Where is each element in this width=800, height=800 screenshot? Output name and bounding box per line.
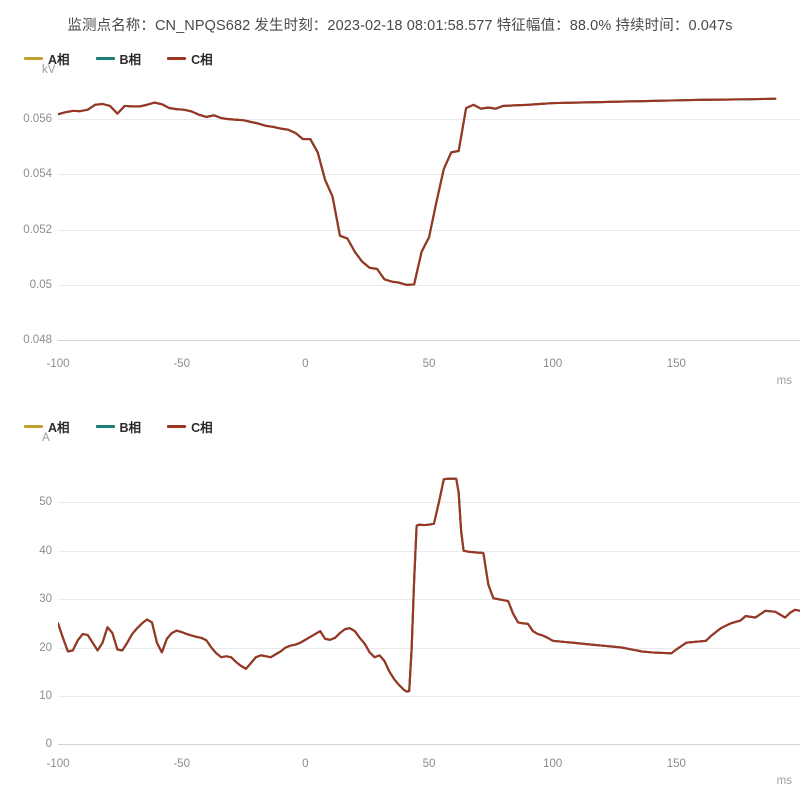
- voltage-y-unit: kV: [42, 64, 56, 76]
- legend-item-phase-a[interactable]: A相: [24, 49, 70, 68]
- voltage-legend: A相 B相 C相: [24, 49, 213, 68]
- legend-label-phase-b: B相: [119, 52, 142, 67]
- legend-label-phase-c-current: C相: [191, 420, 213, 435]
- voltage-x-unit: ms: [776, 375, 792, 387]
- current-svg: [58, 477, 800, 745]
- legend-item-phase-c-current[interactable]: C相: [167, 417, 213, 436]
- series-line-B相: [58, 97, 777, 286]
- y-axis-tick-label: 0.05: [29, 278, 52, 291]
- x-axis-tick-label: -50: [173, 758, 190, 770]
- x-axis-tick-label: 0: [302, 358, 309, 370]
- y-axis-tick-label: 0.052: [23, 223, 52, 236]
- legend-item-phase-b[interactable]: B相: [95, 49, 142, 68]
- legend-item-phase-c[interactable]: C相: [167, 49, 213, 68]
- x-axis-tick-label: 0: [302, 758, 309, 770]
- voltage-svg: [58, 97, 800, 341]
- page-title: 监测点名称：CN_NPQS682 发生时刻：2023-02-18 08:01:5…: [67, 18, 733, 34]
- y-axis-tick-label: 40: [39, 544, 52, 557]
- y-axis-tick-label: 20: [39, 641, 52, 654]
- legend-label-phase-b-current: B相: [119, 420, 142, 435]
- y-axis-tick-label: 0.056: [23, 113, 52, 126]
- y-axis-tick-label: 10: [39, 689, 52, 702]
- series-line-A相: [58, 97, 777, 286]
- x-axis-tick-label: 100: [543, 358, 563, 370]
- legend-item-phase-b-current[interactable]: B相: [95, 417, 142, 436]
- phase-b-color-swatch-icon: [95, 56, 115, 60]
- current-plot-area[interactable]: [58, 454, 800, 754]
- current-y-unit: A: [42, 432, 50, 444]
- y-axis-tick-label: 30: [39, 593, 52, 606]
- series-line-B相: [58, 477, 800, 693]
- series-line-A相: [58, 477, 800, 693]
- legend-label-phase-a-current: A相: [48, 420, 70, 435]
- voltage-chart-panel: A相 B相 C相 kV ms 0.048 0.05 0.052 0.054 0.056 …: [0, 50, 800, 400]
- legend-label-phase-a: A相: [48, 52, 70, 67]
- series-line-C相: [58, 97, 777, 286]
- x-axis-tick-label: 150: [666, 758, 686, 770]
- phase-a-color-swatch-icon: [24, 424, 43, 428]
- phase-c-color-swatch-icon: [167, 56, 187, 60]
- current-chart-panel: A相 B相 C相 A ms 0 10 20 30 40 50 -100 -50 0 50 100 1…: [0, 418, 800, 800]
- y-axis-tick-label: 0.048: [23, 334, 52, 347]
- x-axis-tick-label: -50: [173, 358, 190, 370]
- phase-a-color-swatch-icon: [24, 56, 43, 60]
- y-axis-tick-label: 50: [39, 496, 52, 509]
- x-axis-tick-label: 100: [543, 758, 563, 770]
- legend-label-phase-c: C相: [191, 52, 213, 67]
- y-axis-tick-label: 0.054: [23, 168, 52, 181]
- voltage-plot-area[interactable]: [58, 86, 800, 354]
- phase-c-color-swatch-icon: [167, 424, 187, 428]
- x-axis-tick-label: 50: [422, 358, 436, 370]
- x-axis-tick-label: -100: [46, 758, 70, 770]
- series-line-C相: [58, 477, 800, 693]
- x-axis-tick-label: 50: [422, 758, 436, 770]
- current-x-unit: ms: [776, 775, 792, 787]
- legend-item-phase-a-current[interactable]: A相: [24, 417, 70, 436]
- phase-b-color-swatch-icon: [95, 424, 115, 428]
- y-axis-tick-label: 0: [45, 738, 52, 751]
- x-axis-tick-label: -100: [46, 358, 70, 370]
- x-axis-tick-label: 150: [666, 358, 686, 370]
- current-legend: A相 B相 C相: [24, 417, 213, 436]
